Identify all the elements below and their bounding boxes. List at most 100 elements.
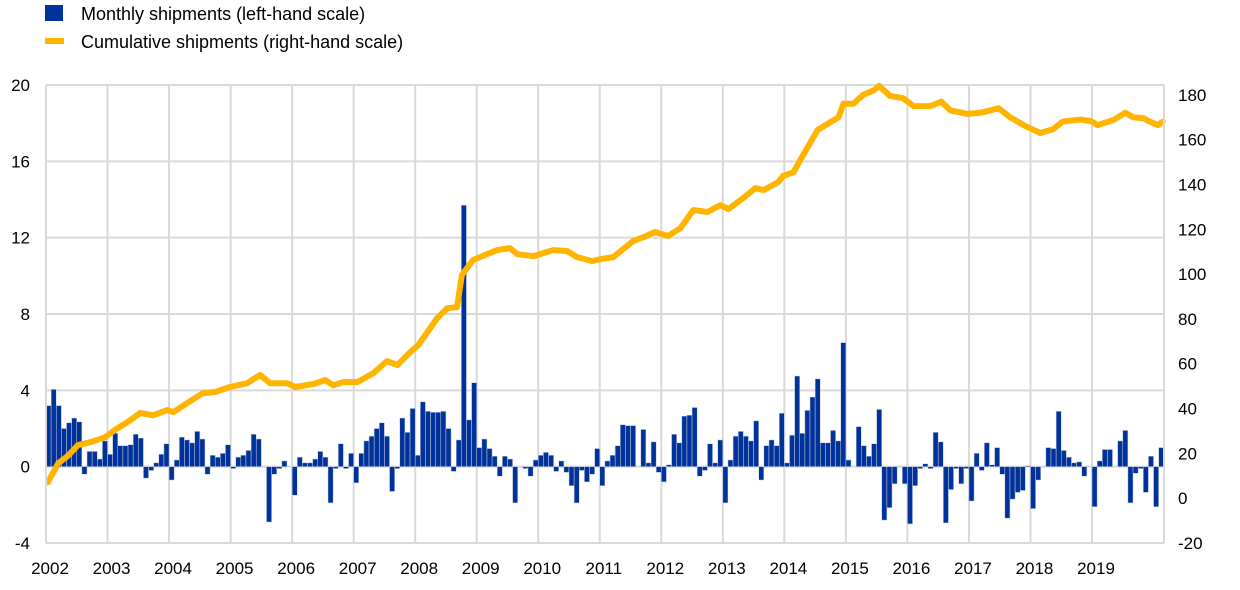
monthly-bar [1045, 447, 1052, 467]
right-tick-label: 100 [1178, 265, 1206, 284]
monthly-bar [625, 425, 631, 467]
monthly-bar [1066, 456, 1072, 467]
monthly-bar [296, 456, 303, 467]
monthly-bar [1148, 455, 1154, 467]
monthly-bar [363, 440, 370, 467]
monthly-bar [86, 451, 93, 467]
monthly-bar [414, 454, 421, 467]
right-tick-label: 0 [1178, 489, 1187, 508]
monthly-bar [420, 401, 426, 467]
x-tick-label: 2017 [954, 559, 992, 578]
monthly-bar [250, 433, 257, 467]
monthly-bar [471, 382, 477, 467]
right-tick-label: 20 [1178, 444, 1197, 463]
monthly-bar [804, 410, 811, 467]
right-tick-label: 180 [1178, 86, 1206, 105]
monthly-bar [117, 445, 124, 467]
monthly-bar [968, 466, 975, 502]
monthly-bar [686, 414, 693, 467]
x-tick-label: 2010 [523, 559, 561, 578]
monthly-bar [81, 466, 88, 475]
monthly-bar [584, 466, 590, 483]
monthly-bar [322, 456, 329, 467]
right-tick-label: 120 [1178, 220, 1206, 239]
monthly-bar [276, 466, 283, 469]
monthly-bar [281, 460, 288, 467]
monthly-bar [999, 466, 1006, 475]
monthly-bar [912, 466, 918, 486]
left-tick-label: 0 [21, 458, 30, 477]
monthly-bar [609, 454, 616, 467]
legend-swatch-monthly [45, 5, 63, 21]
monthly-bar [978, 466, 985, 471]
monthly-bar [1096, 460, 1103, 467]
x-tick-label: 2012 [646, 559, 684, 578]
cumulative-series [44, 82, 1166, 486]
x-tick-label: 2005 [216, 559, 254, 578]
monthly-bar [158, 454, 165, 467]
monthly-bar [614, 445, 621, 467]
left-tick-label: 4 [21, 381, 30, 400]
monthly-bar [948, 466, 954, 490]
monthly-bar [466, 419, 472, 467]
monthly-bar [148, 466, 154, 471]
monthly-bar [727, 459, 734, 467]
monthly-bar [1091, 466, 1098, 507]
monthly-bar [168, 466, 175, 481]
monthly-bar [589, 466, 595, 475]
right-axis-tick-labels: -20 0 20 40 60 80 100 120 140 160 180 [1178, 86, 1206, 553]
monthly-bar [476, 447, 483, 467]
monthly-bar [599, 466, 606, 486]
monthly-bar [353, 466, 360, 484]
monthly-bar [927, 466, 934, 469]
monthly-bar [138, 437, 144, 467]
monthly-bar [189, 442, 195, 467]
monthly-bar [235, 456, 242, 467]
monthly-bar [384, 435, 390, 467]
monthly-bar [132, 433, 139, 467]
monthly-bar [1107, 449, 1113, 467]
monthly-bar [394, 466, 401, 469]
monthly-bar [425, 411, 431, 467]
monthly-bar [481, 438, 488, 467]
monthly-bar [107, 454, 113, 467]
monthly-bar [214, 456, 221, 467]
monthly-bar [373, 428, 380, 467]
monthly-bar [56, 405, 62, 467]
monthly-bar [317, 451, 324, 467]
monthly-bar [671, 433, 677, 467]
monthly-bar [835, 440, 842, 467]
monthly-bar [435, 412, 442, 467]
monthly-bar [548, 454, 554, 467]
monthly-bar [230, 466, 236, 469]
monthly-bar [1050, 448, 1057, 467]
monthly-bar [1076, 461, 1083, 467]
monthly-bar [737, 431, 744, 467]
right-tick-label: 160 [1178, 131, 1206, 150]
monthly-bar [50, 389, 57, 467]
monthly-bar [891, 466, 898, 485]
monthly-bar [102, 440, 108, 467]
monthly-bar [661, 466, 667, 483]
monthly-bar [594, 448, 601, 467]
monthly-bar [1035, 466, 1041, 481]
monthly-bar [579, 466, 585, 471]
monthly-bar [1030, 466, 1036, 509]
x-tick-label: 2008 [400, 559, 438, 578]
monthly-bar [712, 462, 718, 467]
monthly-bar [799, 433, 806, 467]
monthly-bar [97, 458, 103, 467]
monthly-bar [681, 415, 688, 467]
monthly-bar [537, 454, 544, 467]
monthly-bar [902, 466, 908, 485]
monthly-bar [153, 462, 160, 467]
right-tick-label: -20 [1178, 534, 1203, 553]
monthly-bar [527, 466, 534, 477]
x-tick-label: 2013 [708, 559, 746, 578]
monthly-bar [358, 453, 365, 467]
monthly-bar [112, 433, 119, 467]
monthly-bar [220, 453, 226, 467]
monthly-bar [907, 466, 913, 525]
monthly-bar [676, 442, 683, 467]
